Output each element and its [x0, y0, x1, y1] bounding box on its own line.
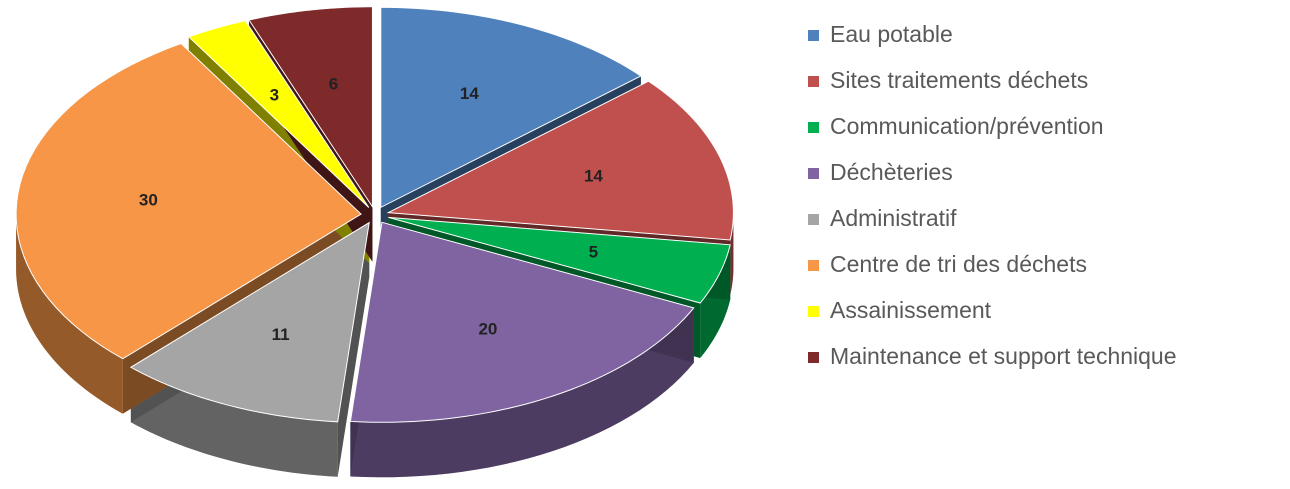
data-label: 14	[584, 167, 603, 186]
slice	[386, 80, 734, 241]
slice	[15, 42, 362, 360]
slice-side	[16, 214, 123, 414]
legend-label: Maintenance et support technique	[830, 343, 1177, 369]
legend-label: Eau potable	[830, 21, 953, 47]
legend-swatch	[808, 352, 819, 363]
slice-side-shade	[350, 307, 694, 478]
legend-label: Déchèteries	[830, 159, 953, 185]
data-label: 3	[270, 86, 279, 105]
data-label: 20	[478, 319, 497, 338]
legend-swatch	[808, 306, 819, 317]
slice-side-shade	[730, 212, 734, 295]
legend-swatch	[808, 260, 819, 271]
slice	[380, 6, 642, 209]
slice	[129, 221, 370, 423]
slice-side	[350, 307, 694, 478]
slice-wall-shade	[337, 222, 370, 477]
data-label: 30	[139, 190, 158, 209]
slice-side-shade	[130, 367, 338, 477]
legend-swatch	[808, 122, 819, 133]
legend-label: Administratif	[830, 205, 957, 231]
legend-label: Communication/prévention	[830, 113, 1104, 139]
slice-side	[730, 212, 734, 295]
data-label: 5	[589, 242, 598, 261]
data-label: 6	[329, 74, 338, 93]
slice	[388, 216, 731, 304]
legend-swatch	[808, 76, 819, 87]
legend-label: Sites traitements déchets	[830, 67, 1088, 93]
slice	[248, 6, 373, 209]
legend-label: Centre de tri des déchets	[830, 251, 1087, 277]
legend-swatch	[808, 168, 819, 179]
legend-swatch	[808, 214, 819, 225]
pie-tops: 14 14 5 20 11 30 3 6	[15, 6, 734, 423]
slice-side	[130, 367, 338, 477]
legend-swatch	[808, 30, 819, 41]
slice-side-shade	[16, 214, 123, 414]
slice	[349, 221, 695, 423]
data-label: 14	[460, 84, 479, 103]
legend-label: Assainissement	[830, 297, 992, 323]
data-label: 11	[272, 325, 290, 344]
slice	[187, 20, 370, 208]
